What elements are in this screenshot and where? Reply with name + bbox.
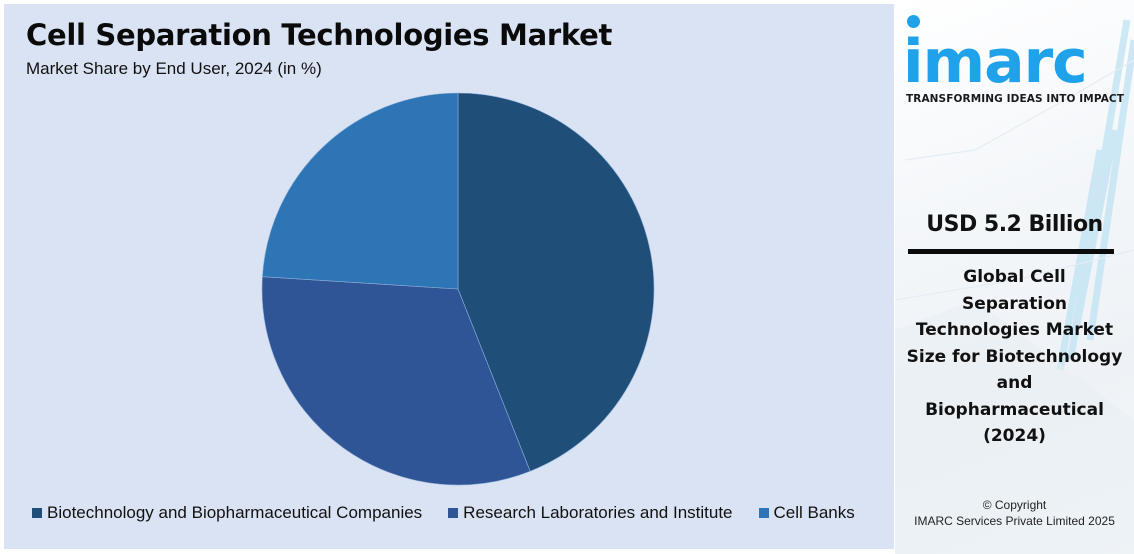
legend-item-cell-banks: Cell Banks <box>758 503 855 523</box>
legend-item-biotech: Biotechnology and Biopharmaceutical Comp… <box>32 503 422 523</box>
legend-label: Biotechnology and Biopharmaceutical Comp… <box>47 503 423 522</box>
description-line: Size for Biotechnology <box>906 346 1123 367</box>
legend-swatch-icon <box>32 508 42 518</box>
pie-slice <box>262 92 459 290</box>
chart-title: Cell Separation Technologies Market <box>26 18 613 52</box>
pie-chart <box>261 92 655 486</box>
logo-dot-icon <box>907 15 920 28</box>
chart-panel: Cell Separation Technologies Market Mark… <box>4 4 894 549</box>
logo-tagline: TRANSFORMING IDEAS INTO IMPACT <box>906 93 1124 105</box>
copyright: © Copyright IMARC Services Private Limit… <box>895 497 1134 529</box>
description-line: Biopharmaceutical <box>925 399 1104 420</box>
pie-slice <box>457 92 655 472</box>
chart-legend: Biotechnology and Biopharmaceutical Comp… <box>32 503 881 523</box>
description-line: Global Cell <box>963 267 1066 287</box>
description-line: and <box>996 373 1033 393</box>
legend-item-research: Research Laboratories and Institute <box>448 503 733 523</box>
chart-subtitle: Market Share by End User, 2024 (in %) <box>26 59 322 78</box>
description-line: (2024) <box>983 426 1046 446</box>
market-value: USD 5.2 Billion <box>926 212 1103 237</box>
description-line: Separation <box>961 293 1067 314</box>
background-chart-decoration <box>895 19 1134 554</box>
imarc-logo: imarc <box>903 27 1088 97</box>
description-line: Technologies Market <box>915 320 1114 340</box>
copyright-line: IMARC Services Private Limited 2025 <box>914 514 1115 528</box>
legend-label: Research Laboratories and Institute <box>463 503 733 522</box>
pie-slice <box>261 276 531 486</box>
legend-label: Cell Banks <box>773 503 855 522</box>
market-description: Global Cell Separation Technologies Mark… <box>895 264 1134 450</box>
copyright-line: © Copyright <box>982 498 1047 512</box>
divider <box>908 249 1114 254</box>
summary-panel: imarc TRANSFORMING IDEAS INTO IMPACT USD… <box>895 0 1134 554</box>
legend-swatch-icon <box>448 508 459 518</box>
legend-swatch-icon <box>758 508 769 518</box>
